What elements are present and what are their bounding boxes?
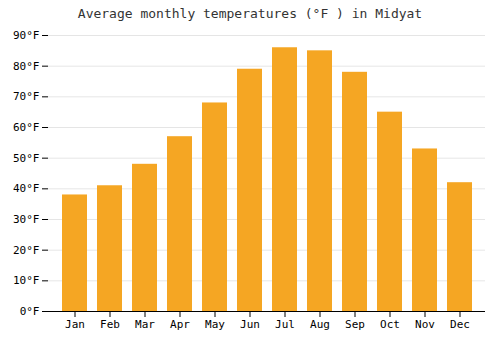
svg-text:Aug: Aug [310,318,330,331]
svg-text:Nov: Nov [415,318,435,331]
svg-text:Jan: Jan [65,318,85,331]
svg-text:Sep: Sep [345,318,365,331]
svg-text:90°F: 90°F [13,29,40,42]
svg-text:Jul: Jul [275,318,295,331]
svg-text:10°F: 10°F [13,274,40,287]
svg-text:40°F: 40°F [13,182,40,195]
svg-text:Jun: Jun [240,318,260,331]
svg-text:Dec: Dec [450,318,470,331]
svg-text:0°F: 0°F [20,305,40,318]
svg-text:May: May [205,318,225,331]
svg-text:Feb: Feb [100,318,120,331]
svg-text:50°F: 50°F [13,152,40,165]
svg-text:60°F: 60°F [13,121,40,134]
svg-text:Mar: Mar [135,318,155,331]
html-text:Average monthly temperatures (: Average monthly temperatures (°F ) in Mi… [77,6,423,21]
svg-text:Oct: Oct [380,318,400,331]
svg-text:70°F: 70°F [13,90,40,103]
svg-text:20°F: 20°F [13,244,40,257]
svg-text:80°F: 80°F [13,60,40,73]
svg-text:Apr: Apr [170,318,190,331]
svg-text:30°F: 30°F [13,213,40,226]
